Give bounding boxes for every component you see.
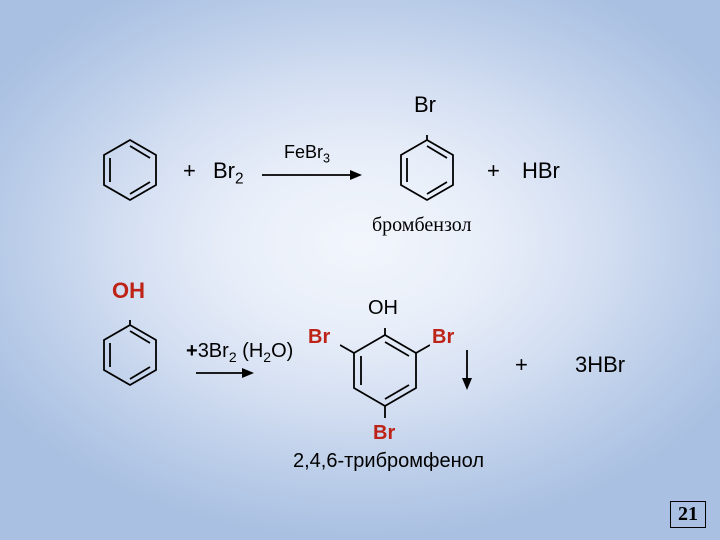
reagent-solv1: (H	[237, 340, 264, 362]
tbp-br-para: Br	[373, 422, 395, 445]
reagent-plus: +	[186, 340, 198, 362]
tribromophenol-ring	[340, 328, 430, 418]
plus-3: +	[515, 352, 528, 378]
reaction2-arrow	[196, 366, 254, 380]
plus-2: +	[487, 158, 500, 184]
page-number: 21	[670, 501, 706, 528]
precipitate-arrow	[460, 350, 474, 390]
plus-1: +	[183, 158, 196, 184]
reagent-3br2: +3Br2 (H2O)	[186, 340, 293, 365]
tbp-br-ortho1: Br	[308, 326, 330, 349]
tbp-br-ortho2: Br	[432, 326, 454, 349]
slide: + Br2 FeBr3 Br + HBr бромбензол OH +3Br2…	[0, 0, 720, 540]
3hbr-product: 3HBr	[575, 352, 625, 378]
bromobenzene-ring	[392, 135, 462, 205]
caption-bromobenzene: бромбензол	[372, 214, 471, 237]
reagent-br2-sub: 2	[235, 170, 244, 187]
reaction1-arrow	[262, 168, 362, 182]
caption-tribromophenol: 2,4,6-трибромфенол	[293, 450, 484, 473]
reagent-solv2: O)	[271, 340, 293, 362]
benzene-ring	[95, 135, 165, 205]
hbr-product: HBr	[522, 158, 560, 184]
catalyst-sub: 3	[323, 152, 330, 166]
catalyst-label: FeBr3	[284, 142, 330, 166]
phenol-ring	[95, 320, 165, 390]
tbp-oh: OH	[368, 297, 398, 320]
catalyst-base: FeBr	[284, 142, 323, 162]
reagent-coeff-sub: 2	[229, 349, 237, 365]
phenol-oh: OH	[112, 278, 145, 304]
reagent-br2: Br2	[213, 158, 244, 188]
reagent-coeff: 3Br	[198, 340, 229, 362]
reagent-br2-base: Br	[213, 158, 235, 183]
reagent-solv-sub: 2	[263, 349, 271, 365]
br-substituent: Br	[414, 92, 436, 118]
